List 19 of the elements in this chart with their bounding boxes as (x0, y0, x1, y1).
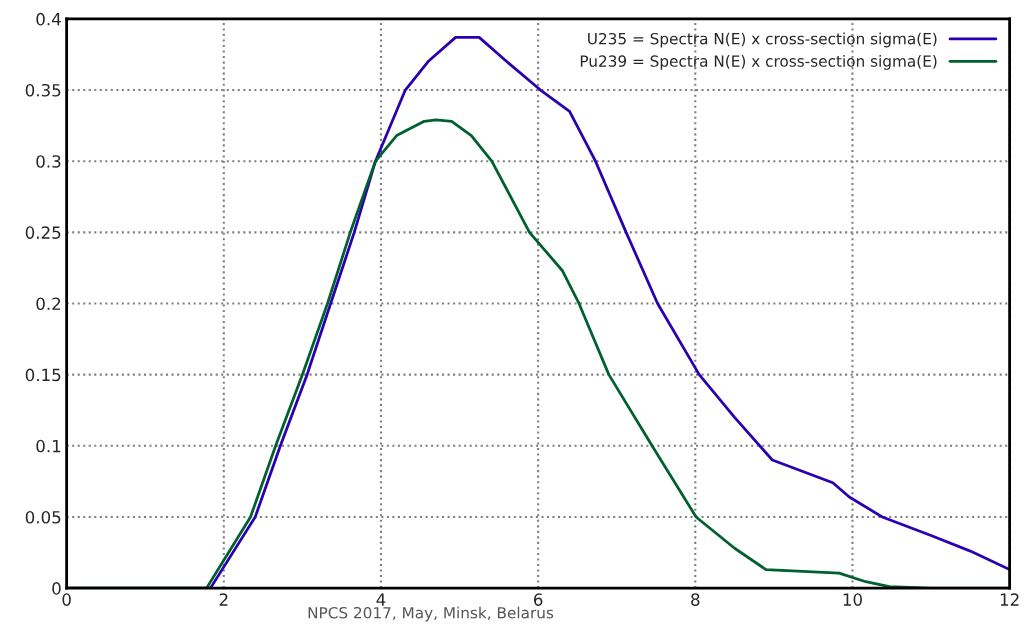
x-tick-label: 12 (1000, 593, 1019, 606)
y-tick-label: 0.25 (25, 226, 61, 239)
x-tick-label: 10 (843, 593, 862, 606)
x-tick-label: 2 (219, 593, 228, 606)
y-tick-label: 0.35 (25, 83, 61, 97)
x-tick-label: 0 (62, 593, 71, 606)
y-tick-label: 0.4 (36, 12, 61, 26)
legend-label: U235 = Spectra N(E) x cross-section sigma(E) (588, 32, 937, 48)
x-tick-label: 8 (691, 593, 700, 606)
x-tick-label: 4 (376, 593, 386, 606)
y-tick-label: 0 (52, 582, 61, 595)
y-tick-label: 0.15 (25, 368, 61, 382)
legend-label: Pu239 = Spectra N(E) x cross-section sigma(E) (580, 55, 937, 70)
y-tick-label: 0.3 (36, 155, 61, 168)
y-tick-label: 0.2 (36, 297, 61, 311)
x-tick-label: 6 (533, 593, 543, 606)
y-tick-label: 0.05 (25, 510, 61, 524)
y-tick-label: 0.1 (36, 439, 61, 453)
text: NPCS 2017, May, Minsk, Belarus (308, 606, 554, 622)
